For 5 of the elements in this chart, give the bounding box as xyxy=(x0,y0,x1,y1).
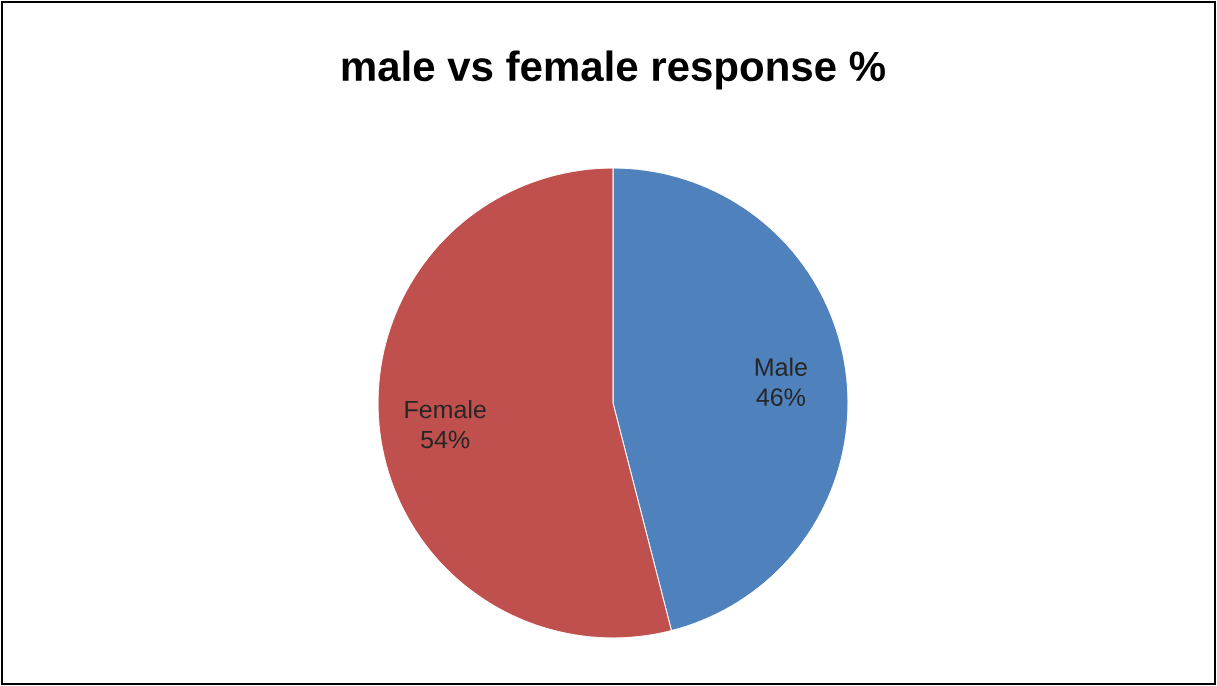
data-label: 54% xyxy=(421,430,470,449)
chart-title: male vs female response % xyxy=(342,50,885,90)
slice-label: Female xyxy=(405,399,486,419)
slice-label: Male xyxy=(755,357,807,376)
data-label: 46% xyxy=(756,388,805,406)
